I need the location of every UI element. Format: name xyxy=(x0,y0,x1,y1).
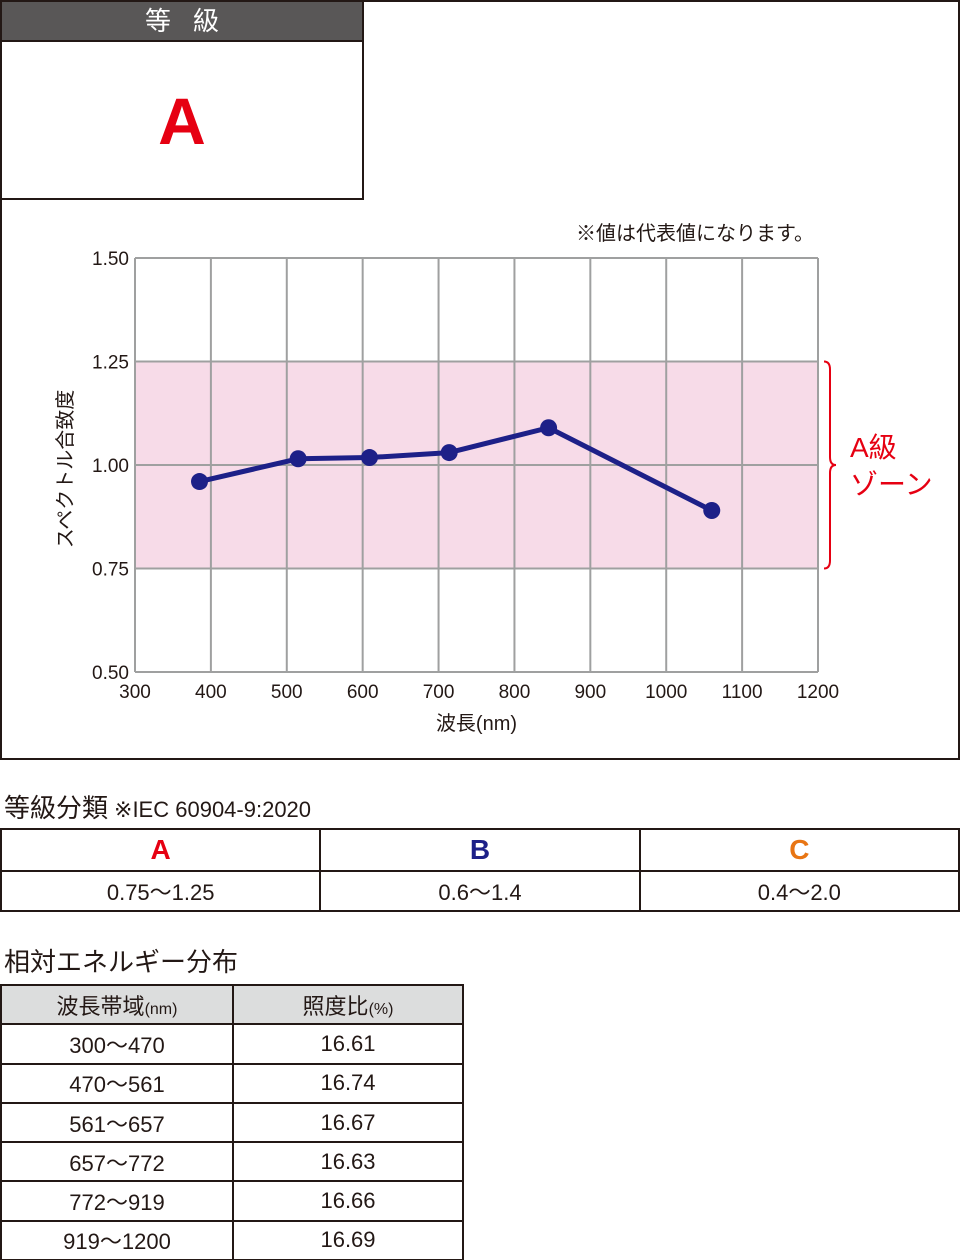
classification-range-row: 0.75〜1.25 0.6〜1.4 0.4〜2.0 xyxy=(0,870,960,912)
x-tick-label: 800 xyxy=(499,682,531,703)
ratio-cell: 16.66 xyxy=(232,1180,464,1222)
chart-note: ※値は代表値になります。 xyxy=(576,222,814,245)
data-point xyxy=(191,473,209,491)
table-row: 772〜919 16.66 xyxy=(0,1180,464,1222)
table-row: 300〜470 16.61 xyxy=(0,1023,464,1065)
data-point xyxy=(440,444,458,462)
chart-panel: 300 400 500 600 700 800 900 1000 1100 1200 1.50 1.2… xyxy=(0,0,960,760)
band-header-text: 波長帯域 xyxy=(56,993,145,1019)
grade-a-range: 0.75〜1.25 xyxy=(0,870,322,912)
x-tick-label: 300 xyxy=(119,682,151,703)
ratio-cell: 16.61 xyxy=(232,1023,464,1065)
classification-title-text: 等級分類 xyxy=(4,794,109,824)
classification-title: 等級分類 ※IEC 60904-9:2020 xyxy=(4,788,311,825)
data-point xyxy=(703,502,721,520)
table-row: 919〜1200 16.69 xyxy=(0,1219,464,1260)
x-tick-label: 1100 xyxy=(722,682,763,703)
y-tick-label: 1.00 xyxy=(92,456,129,477)
band-header: 波長帯域(nm) xyxy=(0,983,234,1026)
data-point xyxy=(289,450,307,468)
series-line xyxy=(198,425,713,513)
y-tick-label: 1.25 xyxy=(92,353,129,374)
y-axis-label: スペクトル合致度 xyxy=(54,390,77,549)
zone-bracket xyxy=(823,360,837,570)
grade-box: 等級 A xyxy=(2,2,364,200)
ratio-cell: 16.63 xyxy=(232,1141,464,1183)
ratio-cell: 16.74 xyxy=(232,1062,464,1104)
grade-b-range: 0.6〜1.4 xyxy=(319,870,641,912)
ratio-header: 照度比(%) xyxy=(232,983,464,1026)
grade-c-label: C xyxy=(638,828,960,872)
ratio-header-unit: (%) xyxy=(368,1000,394,1018)
band-cell: 919〜1200 xyxy=(0,1219,234,1260)
table-row: 561〜657 16.67 xyxy=(0,1101,464,1144)
table-row: 470〜561 16.74 xyxy=(0,1062,464,1104)
distribution-header-row: 波長帯域(nm) 照度比(%) xyxy=(0,983,464,1026)
x-tick-label: 1200 xyxy=(797,682,839,703)
classification-table: A B C 0.75〜1.25 0.6〜1.4 0.4〜2.0 xyxy=(0,828,960,912)
x-tick-label: 500 xyxy=(271,682,303,703)
x-tick-label: 400 xyxy=(195,682,227,703)
grade-value: A xyxy=(158,84,206,158)
data-point xyxy=(540,419,558,437)
band-cell: 772〜919 xyxy=(0,1180,234,1222)
table-row: 657〜772 16.63 xyxy=(0,1141,464,1183)
ratio-cell: 16.67 xyxy=(232,1101,464,1144)
classification-header-row: A B C xyxy=(0,828,960,872)
y-tick-label: 1.50 xyxy=(92,249,129,270)
classification-note: ※IEC 60904-9:2020 xyxy=(114,797,312,822)
band-cell: 561〜657 xyxy=(0,1101,234,1144)
grade-b-label: B xyxy=(319,828,641,872)
distribution-title: 相対エネルギー分布 xyxy=(4,948,239,978)
x-tick-label: 900 xyxy=(574,682,606,703)
data-point xyxy=(360,449,378,467)
spectral-match-chart: 300 400 500 600 700 800 900 1000 1100 1200 1.50 1.2… xyxy=(54,222,933,735)
ratio-cell: 16.69 xyxy=(232,1219,464,1260)
x-tick-label: 1000 xyxy=(645,682,687,703)
grade-a-label: A xyxy=(0,828,322,872)
band-cell: 470〜561 xyxy=(0,1062,234,1104)
grade-c-range: 0.4〜2.0 xyxy=(638,870,960,912)
y-tick-label: 0.50 xyxy=(92,663,129,684)
zone-label: ゾーン xyxy=(850,469,933,500)
band-cell: 657〜772 xyxy=(0,1141,234,1183)
zone-label: A級 xyxy=(850,432,897,463)
ratio-header-text: 照度比 xyxy=(302,993,369,1019)
distribution-table: 波長帯域(nm) 照度比(%) 300〜470 16.61 470〜561 16.7… xyxy=(0,983,464,1260)
band-cell: 300〜470 xyxy=(0,1023,234,1065)
band-header-unit: (nm) xyxy=(144,1000,178,1018)
x-tick-label: 600 xyxy=(347,682,379,703)
x-axis-label: 波長(nm) xyxy=(436,712,517,735)
grade-header: 等級 xyxy=(2,2,362,42)
y-tick-label: 0.75 xyxy=(92,560,129,581)
x-tick-label: 700 xyxy=(423,682,455,703)
